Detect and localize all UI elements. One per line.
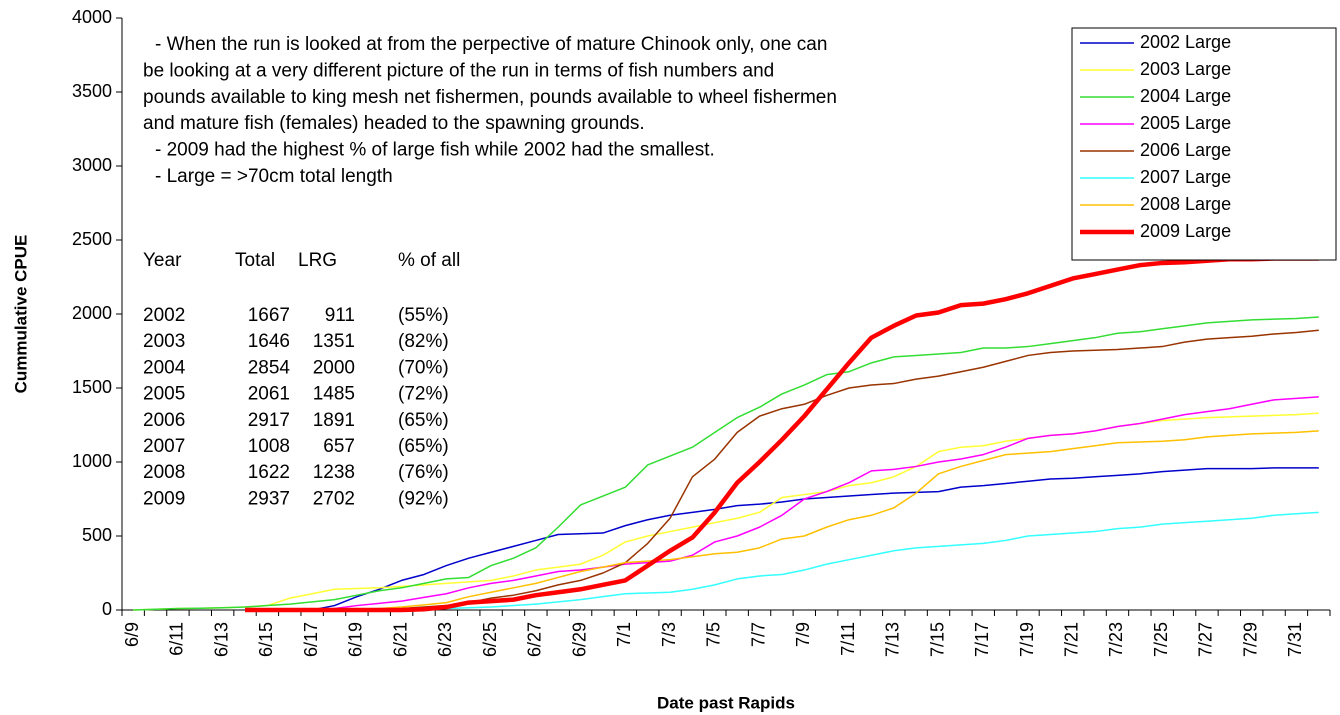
table-cell: 1667 bbox=[248, 305, 290, 326]
legend-label: 2005 Large bbox=[1140, 113, 1231, 133]
x-tick-label: 6/19 bbox=[346, 622, 366, 657]
annotation: and mature fish (females) headed to the … bbox=[143, 113, 645, 134]
x-tick-label: 6/11 bbox=[167, 622, 187, 656]
y-tick-label: 4000 bbox=[72, 7, 112, 27]
table-cell: 2917 bbox=[248, 410, 290, 431]
table-header: LRG bbox=[298, 250, 337, 271]
series-line bbox=[312, 396, 1319, 611]
table-cell: 2005 bbox=[143, 384, 185, 405]
annotation: - When the run is looked at from the per… bbox=[155, 34, 827, 55]
table-cell: 1485 bbox=[313, 384, 355, 405]
x-axis-title: Date past Rapids bbox=[657, 693, 795, 712]
x-tick-label: 7/15 bbox=[927, 622, 947, 657]
table-cell: 1891 bbox=[313, 410, 355, 431]
table-header: % of all bbox=[398, 250, 460, 271]
table-cell: 1646 bbox=[248, 331, 290, 352]
table-cell: 657 bbox=[323, 436, 355, 457]
table-cell: 2702 bbox=[313, 488, 355, 509]
series-line bbox=[245, 256, 1319, 613]
table-cell: 2007 bbox=[143, 436, 185, 457]
y-tick-label: 2000 bbox=[72, 303, 112, 323]
table-cell: 2854 bbox=[248, 357, 291, 378]
legend-label: 2006 Large bbox=[1140, 140, 1231, 160]
annotation: - Large = >70cm total length bbox=[155, 166, 393, 187]
x-tick-label: 7/7 bbox=[748, 622, 768, 647]
x-tick-label: 7/19 bbox=[1017, 622, 1037, 657]
table-cell: 1351 bbox=[313, 331, 355, 352]
table-header: Year bbox=[143, 250, 182, 271]
y-tick-label: 3500 bbox=[72, 81, 112, 101]
x-tick-label: 7/17 bbox=[972, 622, 992, 657]
legend-label: 2009 Large bbox=[1140, 221, 1231, 241]
x-tick-label: 7/3 bbox=[659, 622, 679, 647]
x-tick-label: 7/29 bbox=[1240, 622, 1260, 657]
x-tick-label: 7/31 bbox=[1285, 622, 1305, 657]
series-line bbox=[356, 430, 1319, 611]
y-tick-label: 1500 bbox=[72, 377, 112, 397]
y-axis-title: Cummulative CPUE bbox=[11, 235, 30, 394]
x-tick-label: 7/25 bbox=[1151, 622, 1171, 657]
table-cell: 1238 bbox=[313, 462, 355, 483]
table-cell: (70%) bbox=[398, 357, 449, 378]
table-cell: 911 bbox=[325, 305, 355, 326]
table-cell: (55%) bbox=[398, 305, 449, 326]
x-tick-label: 7/11 bbox=[838, 622, 858, 656]
table-cell: 2006 bbox=[143, 410, 185, 431]
table-cell: 2937 bbox=[248, 488, 290, 509]
x-tick-label: 7/5 bbox=[704, 622, 724, 647]
x-tick-label: 7/27 bbox=[1196, 622, 1216, 657]
series-line bbox=[133, 316, 1319, 611]
legend-label: 2002 Large bbox=[1140, 32, 1231, 52]
table-header: Total bbox=[235, 250, 275, 271]
annotation: be looking at a very different picture o… bbox=[143, 60, 774, 81]
x-tick-label: 6/23 bbox=[435, 622, 455, 657]
table-cell: 2061 bbox=[248, 384, 290, 405]
y-tick-label: 1000 bbox=[72, 451, 112, 471]
legend-label: 2008 Large bbox=[1140, 194, 1231, 214]
x-tick-label: 6/17 bbox=[301, 622, 321, 657]
series-line bbox=[401, 511, 1319, 611]
x-tick-label: 6/29 bbox=[569, 622, 589, 657]
annotation: pounds available to king mesh net fisher… bbox=[143, 87, 837, 108]
x-tick-label: 6/13 bbox=[211, 622, 231, 657]
x-tick-label: 6/15 bbox=[256, 622, 276, 657]
table-cell: 2002 bbox=[143, 305, 185, 326]
annotation: - 2009 had the highest % of large fish w… bbox=[155, 140, 715, 161]
table-cell: (65%) bbox=[398, 410, 449, 431]
x-tick-label: 7/9 bbox=[793, 622, 813, 647]
table-cell: 1008 bbox=[248, 436, 290, 457]
x-tick-label: 7/13 bbox=[883, 622, 903, 657]
legend-label: 2007 Large bbox=[1140, 167, 1231, 187]
table-cell: 2003 bbox=[143, 331, 185, 352]
table-cell: (72%) bbox=[398, 384, 449, 405]
y-tick-label: 2500 bbox=[72, 229, 112, 249]
table-cell: (82%) bbox=[398, 331, 449, 352]
table-cell: 2009 bbox=[143, 488, 185, 509]
y-tick-label: 3000 bbox=[72, 155, 112, 175]
legend-label: 2004 Large bbox=[1140, 86, 1231, 106]
x-tick-label: 6/21 bbox=[390, 622, 410, 657]
table-cell: (65%) bbox=[398, 436, 449, 457]
legend-box bbox=[1071, 27, 1337, 261]
series-line bbox=[267, 467, 1319, 611]
y-tick-label: 0 bbox=[102, 599, 112, 619]
x-tick-label: 7/23 bbox=[1106, 622, 1126, 657]
x-tick-label: 7/21 bbox=[1061, 622, 1081, 657]
table-cell: 1622 bbox=[248, 462, 290, 483]
x-tick-label: 6/25 bbox=[480, 622, 500, 657]
table-cell: 2004 bbox=[143, 357, 186, 378]
table-cell: 2000 bbox=[313, 357, 355, 378]
table-cell: (76%) bbox=[398, 462, 449, 483]
table-cell: 2008 bbox=[143, 462, 185, 483]
legend-label: 2003 Large bbox=[1140, 59, 1231, 79]
y-tick-label: 500 bbox=[82, 525, 112, 545]
x-tick-label: 7/1 bbox=[614, 622, 634, 647]
table-cell: (92%) bbox=[398, 488, 449, 509]
x-tick-label: 6/9 bbox=[122, 622, 142, 647]
series-line bbox=[356, 329, 1319, 611]
x-tick-label: 6/27 bbox=[525, 622, 545, 657]
